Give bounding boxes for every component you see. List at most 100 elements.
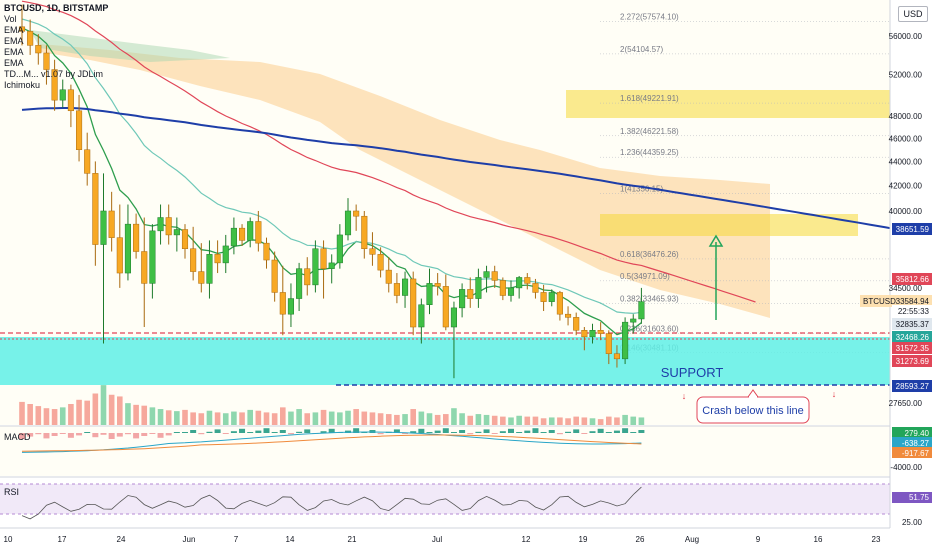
volume-bar: [68, 404, 74, 425]
candle-body: [149, 230, 156, 284]
volume-bar: [133, 404, 139, 425]
candle-body: [18, 26, 26, 32]
macd-tag-value: -638.27: [902, 439, 930, 448]
candle-body: [630, 318, 637, 323]
volume-bar: [165, 410, 172, 425]
volume-bar: [394, 414, 400, 425]
macd-bar: [369, 430, 376, 433]
candles: [18, 4, 645, 379]
candle-body: [442, 286, 449, 328]
macd-bar: [108, 433, 115, 439]
candle-body: [108, 210, 115, 238]
candle-body: [214, 254, 221, 264]
macd-bar: [426, 432, 433, 433]
candle-body: [581, 330, 588, 338]
macd-bar: [638, 430, 645, 433]
macd-bar: [630, 432, 637, 433]
candle-body: [263, 242, 270, 261]
chart-legend: BTCUSD, 1D, BITSTAMP Vol EMA EMA EMA EMA…: [4, 3, 108, 91]
volume-bar: [231, 411, 237, 425]
rsi-pane: RSI: [0, 476, 932, 527]
volume-bar: [190, 412, 196, 425]
indicator-ema-4[interactable]: EMA: [4, 58, 24, 68]
volume-bar: [108, 394, 115, 425]
volume-bar: [524, 416, 531, 425]
macd-label: MACD: [4, 432, 31, 442]
volume-bar: [434, 414, 441, 425]
price-tag-box: [892, 318, 932, 330]
time-tick: 12: [522, 535, 531, 544]
candle-body: [385, 269, 392, 284]
volume-bar: [548, 417, 555, 425]
volume-bar: [19, 401, 25, 425]
volume-bar: [255, 410, 262, 425]
macd-bar: [230, 431, 237, 433]
price-tick: 34500.00: [889, 284, 923, 293]
candle-body: [100, 210, 107, 245]
macd-tag-value: 279.40: [905, 429, 930, 438]
volume-bar: [516, 415, 522, 425]
macd-bar: [255, 430, 262, 433]
candle-body: [589, 330, 596, 338]
candle-body: [418, 304, 425, 328]
candle-body: [190, 248, 197, 272]
price-tag-box: [892, 342, 932, 354]
macd-bar: [483, 429, 490, 433]
currency-button[interactable]: USD: [898, 6, 928, 22]
macd-bar: [613, 430, 620, 433]
candle-body: [133, 223, 140, 252]
indicator-td[interactable]: TD...M... v1.07 by JDLim: [4, 69, 104, 79]
support-zone: [0, 332, 890, 386]
macd-bar: [532, 428, 539, 433]
volume-bar: [369, 412, 376, 425]
macd-bar: [92, 433, 99, 438]
indicator-vol[interactable]: Vol: [4, 14, 17, 24]
volume-bar: [157, 409, 164, 425]
macd-bar: [182, 432, 188, 433]
price-tick: 40000.00: [889, 207, 923, 216]
indicator-ema-1[interactable]: EMA: [4, 25, 24, 35]
candle-body: [296, 268, 303, 299]
price-tick: 56000.00: [889, 32, 923, 41]
volume-bar: [459, 413, 465, 425]
macd-bar: [239, 428, 246, 433]
volume-bar: [222, 413, 229, 425]
indicator-ema-3[interactable]: EMA: [4, 47, 24, 57]
volume-bar: [27, 404, 33, 425]
volume-bar: [540, 418, 547, 425]
price-tag-value: 32835.37: [896, 320, 930, 329]
macd-bar: [475, 431, 482, 433]
volume-bar: [198, 413, 205, 425]
candle-body: [320, 248, 327, 269]
volume-bar: [606, 416, 612, 425]
volume-bar: [622, 414, 628, 425]
candle-body: [222, 245, 229, 264]
candle-body: [605, 333, 612, 354]
fib-zone-lower: [600, 214, 858, 236]
candle-body: [516, 277, 523, 289]
indicator-ichimoku[interactable]: Ichimoku: [4, 80, 41, 90]
volume-bar: [557, 417, 563, 425]
price-tag-box: [892, 273, 932, 285]
macd-bar: [190, 430, 197, 433]
volume-bar: [312, 412, 319, 425]
price-tag-value: 31572.35: [896, 344, 930, 353]
time-tick: 17: [58, 535, 67, 544]
volume-bar: [385, 414, 392, 425]
volume-bar: [508, 417, 514, 425]
btc-tag-box: [860, 295, 932, 307]
macd-bar: [524, 430, 531, 433]
volume-bar: [402, 414, 408, 425]
volume-bar: [491, 415, 498, 425]
macd-bar: [459, 430, 466, 433]
price-tick: 27650.00: [889, 399, 923, 408]
candle-body: [483, 271, 490, 278]
volume-bar: [532, 416, 539, 425]
indicator-ema-2[interactable]: EMA: [4, 36, 24, 46]
volume-bar: [589, 418, 596, 425]
candle-body: [573, 317, 580, 331]
time-tick: 16: [814, 535, 823, 544]
candle-body: [565, 313, 572, 318]
